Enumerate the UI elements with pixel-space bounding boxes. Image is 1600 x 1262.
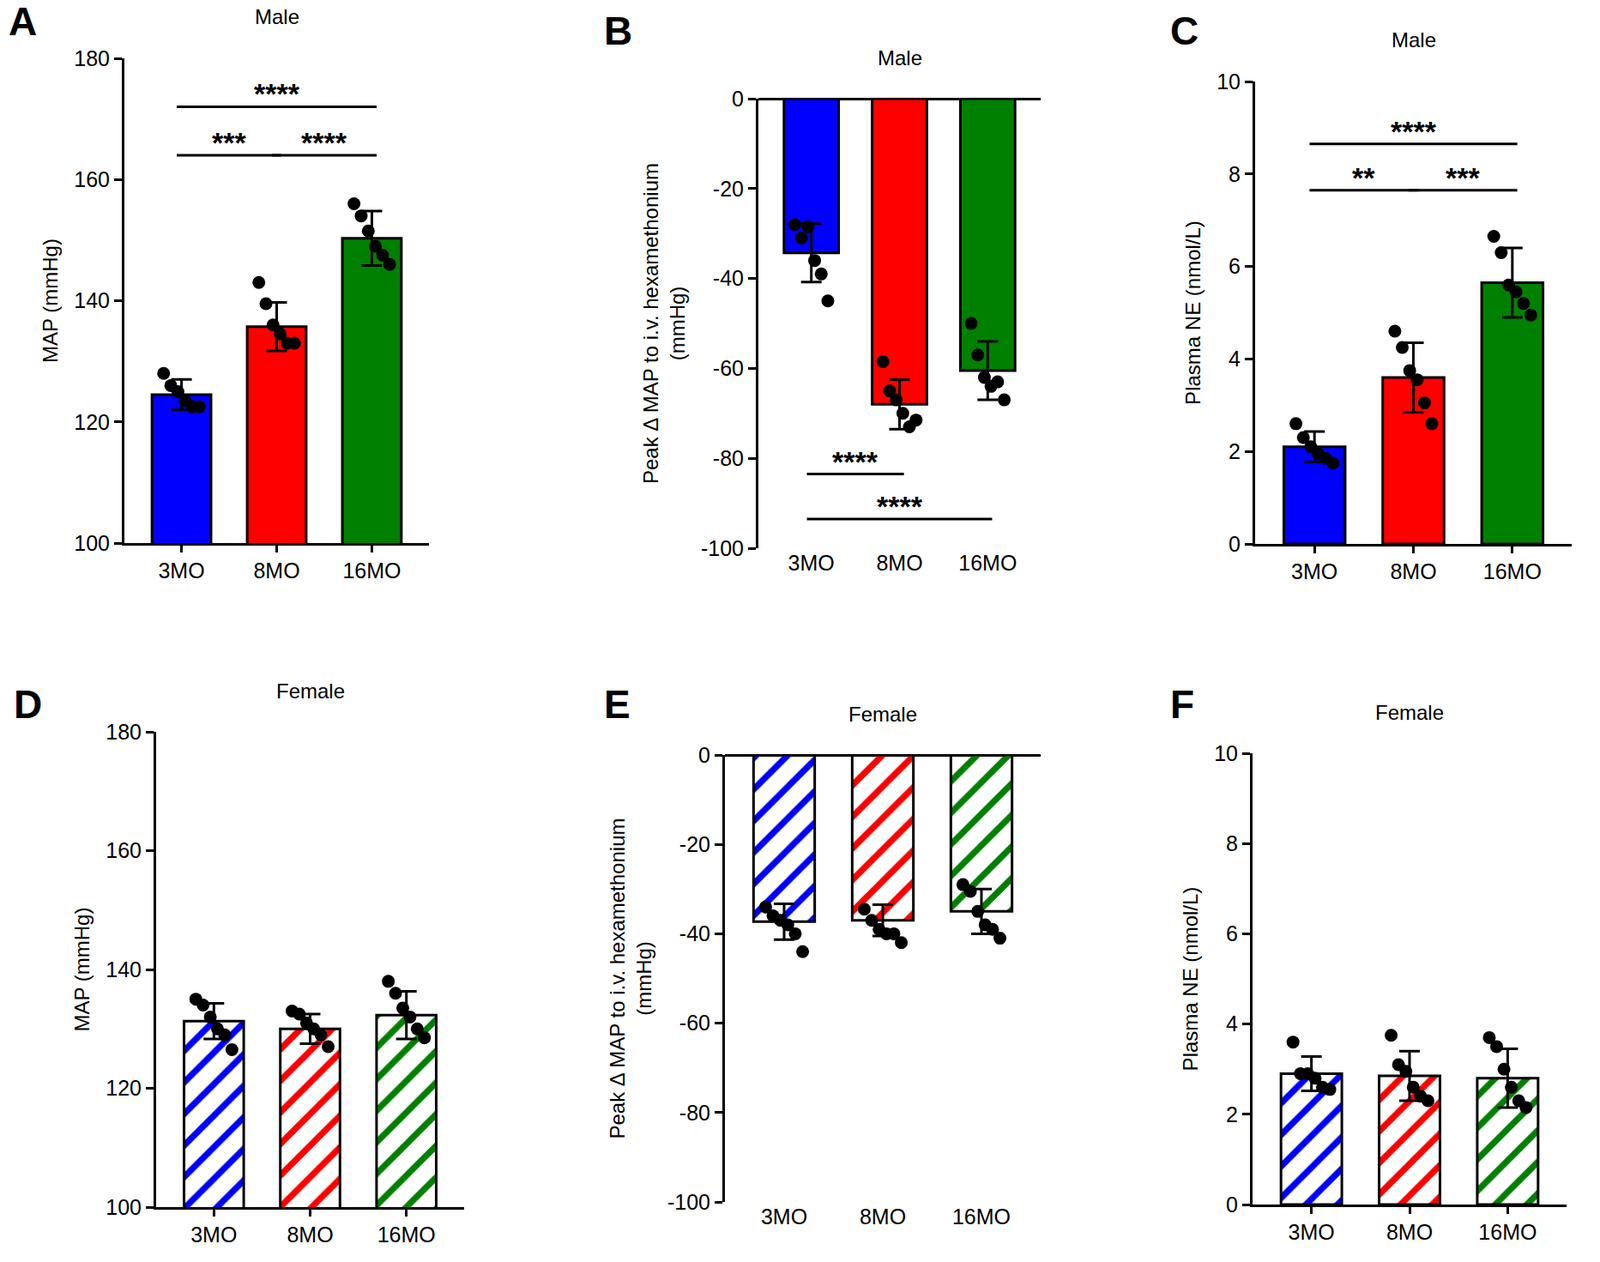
svg-text:-60: -60	[712, 356, 744, 381]
svg-text:****: ****	[253, 77, 301, 110]
svg-text:Male: Male	[877, 46, 923, 70]
svg-text:3MO: 3MO	[157, 558, 205, 583]
svg-text:Female: Female	[276, 679, 345, 703]
svg-text:120: 120	[73, 410, 110, 435]
svg-text:2: 2	[1228, 439, 1241, 464]
svg-text:Plasma NE (nmol/L): Plasma NE (nmol/L)	[1178, 887, 1202, 1072]
svg-text:3MO: 3MO	[190, 1222, 237, 1247]
svg-text:6: 6	[1228, 253, 1241, 278]
svg-text:4: 4	[1228, 346, 1241, 371]
svg-text:**: **	[1352, 161, 1376, 194]
svg-text:****: ****	[1390, 114, 1437, 148]
svg-text:180: 180	[73, 46, 110, 71]
svg-text:8MO: 8MO	[1386, 1219, 1433, 1244]
svg-text:-40: -40	[679, 921, 711, 946]
svg-text:-100: -100	[667, 1189, 711, 1214]
svg-text:-100: -100	[700, 536, 744, 561]
svg-text:****: ****	[832, 445, 879, 478]
svg-text:2: 2	[1225, 1102, 1238, 1127]
svg-text:8MO: 8MO	[1389, 559, 1437, 584]
svg-text:8MO: 8MO	[253, 558, 300, 583]
svg-text:***: ***	[211, 126, 247, 159]
svg-text:160: 160	[105, 838, 142, 863]
svg-text:-80: -80	[679, 1100, 711, 1125]
svg-text:-20: -20	[712, 176, 744, 201]
svg-text:8MO: 8MO	[286, 1222, 333, 1247]
svg-text:Peak Δ MAP to i.v. hexamethoni: Peak Δ MAP to i.v. hexamethonium(mmHg)	[605, 818, 656, 1140]
svg-text:8: 8	[1225, 831, 1238, 856]
svg-text:****: ****	[876, 489, 924, 523]
svg-text:0: 0	[1228, 531, 1241, 556]
svg-text:0: 0	[698, 742, 711, 767]
svg-text:16MO: 16MO	[377, 1222, 436, 1247]
svg-text:16MO: 16MO	[342, 558, 401, 583]
svg-text:140: 140	[105, 957, 142, 982]
svg-text:-80: -80	[712, 446, 744, 471]
svg-text:****: ****	[301, 126, 348, 159]
svg-text:Plasma NE (nmol/L): Plasma NE (nmol/L)	[1181, 220, 1205, 405]
svg-text:16MO: 16MO	[952, 1204, 1011, 1229]
svg-text:3MO: 3MO	[1288, 1219, 1335, 1244]
svg-text:E: E	[603, 682, 631, 727]
svg-text:8: 8	[1228, 162, 1241, 187]
svg-text:100: 100	[73, 531, 110, 556]
svg-text:Female: Female	[848, 702, 918, 726]
svg-text:D: D	[13, 682, 43, 727]
svg-text:Male: Male	[1391, 28, 1437, 52]
svg-text:Male: Male	[254, 5, 300, 29]
svg-text:F: F	[1170, 682, 1195, 727]
svg-text:Peak Δ MAP to i.v. hexamethoni: Peak Δ MAP to i.v. hexamethonium(mmHg)	[639, 163, 689, 484]
svg-text:-40: -40	[712, 265, 744, 290]
svg-text:***: ***	[1445, 161, 1480, 194]
svg-text:MAP (mmHg): MAP (mmHg)	[70, 907, 94, 1033]
svg-text:8MO: 8MO	[875, 550, 923, 575]
svg-text:16MO: 16MO	[1478, 1219, 1537, 1244]
svg-text:-60: -60	[679, 1010, 711, 1035]
svg-text:8MO: 8MO	[859, 1204, 906, 1229]
svg-text:120: 120	[105, 1075, 142, 1100]
svg-text:10: 10	[1216, 69, 1241, 94]
svg-text:180: 180	[105, 719, 142, 744]
svg-text:3MO: 3MO	[788, 550, 835, 575]
svg-text:B: B	[603, 8, 633, 54]
svg-text:140: 140	[73, 288, 110, 313]
svg-text:160: 160	[73, 167, 110, 192]
svg-text:-20: -20	[679, 832, 711, 857]
svg-text:16MO: 16MO	[1483, 559, 1542, 584]
svg-text:C: C	[1170, 8, 1199, 54]
svg-text:4: 4	[1225, 1011, 1238, 1036]
svg-text:100: 100	[105, 1195, 142, 1220]
svg-text:Female: Female	[1375, 700, 1444, 725]
svg-text:3MO: 3MO	[760, 1204, 808, 1229]
svg-text:MAP (mmHg): MAP (mmHg)	[38, 238, 62, 363]
svg-text:A: A	[8, 0, 37, 44]
svg-text:0: 0	[1225, 1192, 1238, 1217]
svg-text:16MO: 16MO	[958, 550, 1017, 575]
svg-text:10: 10	[1213, 741, 1238, 766]
svg-text:0: 0	[731, 86, 744, 111]
svg-text:3MO: 3MO	[1291, 559, 1338, 584]
svg-text:6: 6	[1225, 921, 1238, 946]
